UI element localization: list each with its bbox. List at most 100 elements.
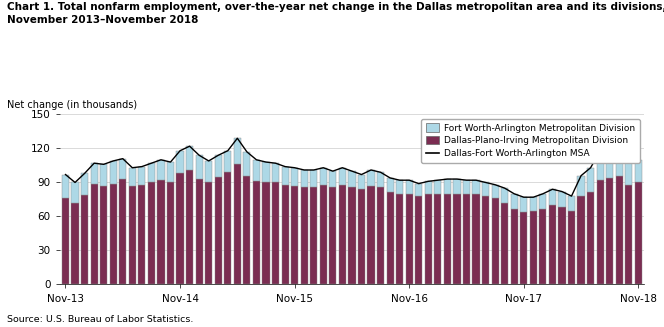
Bar [129, 186, 136, 284]
Bar [454, 194, 461, 284]
Bar [253, 160, 260, 181]
Legend: Fort Worth-Arlington Metropolitan Division, Dallas-Plano-Irving Metropolitan Div: Fort Worth-Arlington Metropolitan Divisi… [422, 119, 639, 163]
Bar [463, 194, 470, 284]
Bar [329, 171, 337, 187]
Bar [415, 183, 422, 196]
Bar [272, 163, 279, 182]
Bar [291, 168, 298, 186]
Bar [243, 176, 250, 284]
Bar [568, 196, 575, 211]
Bar [329, 187, 337, 284]
Bar [473, 194, 479, 284]
Bar [463, 180, 470, 194]
Bar [377, 172, 384, 187]
Bar [186, 170, 193, 284]
Bar [568, 211, 575, 284]
Bar [530, 211, 537, 284]
Bar [377, 187, 384, 284]
Bar [62, 175, 69, 198]
Text: Chart 1. Total nonfarm employment, over-the-year net change in the Dallas metrop: Chart 1. Total nonfarm employment, over-… [7, 2, 664, 12]
Bar [205, 182, 212, 284]
Bar [501, 203, 508, 284]
Bar [625, 160, 632, 185]
Bar [406, 194, 413, 284]
Bar [596, 180, 604, 284]
Bar [253, 181, 260, 284]
Bar [596, 151, 604, 180]
Bar [148, 182, 155, 284]
Bar [558, 207, 566, 284]
Bar [454, 179, 461, 194]
Bar [262, 162, 270, 182]
Bar [167, 182, 174, 284]
Bar [491, 198, 499, 284]
Bar [186, 146, 193, 170]
Bar [530, 197, 537, 211]
Bar [434, 180, 442, 194]
Bar [291, 186, 298, 284]
Bar [587, 168, 594, 192]
Bar [177, 151, 184, 173]
Bar [148, 163, 155, 182]
Bar [367, 170, 374, 186]
Bar [339, 185, 346, 284]
Bar [386, 192, 394, 284]
Text: Source: U.S. Bureau of Labor Statistics.: Source: U.S. Bureau of Labor Statistics. [7, 315, 193, 324]
Bar [539, 194, 546, 209]
Bar [129, 168, 136, 186]
Bar [358, 189, 365, 284]
Bar [578, 176, 584, 196]
Bar [301, 170, 307, 187]
Bar [224, 151, 231, 172]
Bar [606, 147, 614, 178]
Bar [473, 180, 479, 194]
Bar [578, 196, 584, 284]
Bar [110, 183, 117, 284]
Bar [511, 194, 518, 209]
Bar [425, 194, 432, 284]
Bar [310, 187, 317, 284]
Bar [120, 159, 126, 179]
Bar [319, 185, 327, 284]
Bar [196, 179, 203, 284]
Bar [396, 194, 403, 284]
Bar [349, 187, 355, 284]
Bar [205, 161, 212, 182]
Bar [367, 186, 374, 284]
Bar [491, 185, 499, 198]
Bar [282, 185, 289, 284]
Bar [234, 164, 241, 284]
Bar [167, 162, 174, 182]
Bar [243, 152, 250, 176]
Bar [625, 185, 632, 284]
Bar [72, 203, 78, 284]
Bar [444, 194, 451, 284]
Bar [157, 180, 165, 284]
Bar [214, 155, 222, 177]
Bar [511, 209, 518, 284]
Bar [90, 183, 98, 284]
Bar [587, 192, 594, 284]
Bar [81, 173, 88, 195]
Bar [406, 180, 413, 194]
Bar [616, 144, 623, 176]
Bar [177, 173, 184, 284]
Bar [272, 182, 279, 284]
Bar [520, 197, 527, 212]
Bar [157, 160, 165, 180]
Bar [539, 209, 546, 284]
Bar [396, 180, 403, 194]
Bar [319, 168, 327, 185]
Bar [635, 160, 642, 182]
Bar [196, 155, 203, 179]
Bar [301, 187, 307, 284]
Bar [386, 178, 394, 192]
Bar [616, 176, 623, 284]
Bar [234, 138, 241, 164]
Bar [358, 175, 365, 189]
Bar [62, 198, 69, 284]
Bar [138, 166, 145, 185]
Bar [110, 161, 117, 183]
Bar [72, 182, 78, 203]
Bar [100, 186, 108, 284]
